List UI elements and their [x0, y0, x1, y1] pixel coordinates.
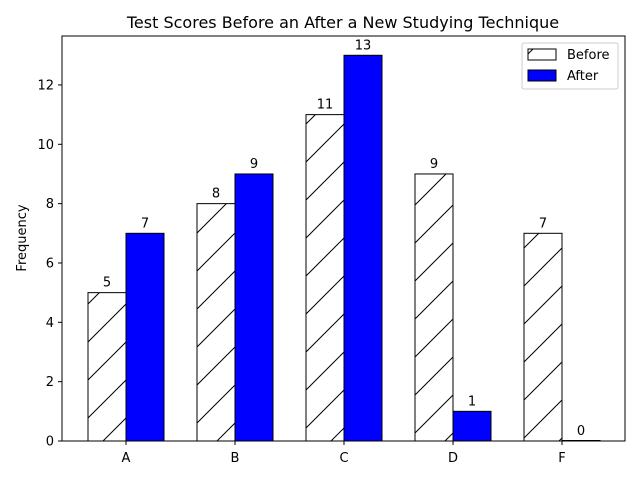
y-tick-label: 4: [46, 316, 54, 331]
data-label-before-b: 8: [212, 187, 220, 202]
bar-after-c: [343, 54, 383, 442]
data-label-before-a: 5: [103, 276, 111, 291]
legend-label-before: Before: [567, 48, 610, 63]
legend: Before After: [521, 42, 619, 90]
bar-after-a: [125, 232, 165, 442]
legend-swatch-after: [527, 69, 557, 82]
bar-after-b: [234, 173, 274, 442]
bar-before-c: [305, 114, 345, 442]
legend-swatch-before: [527, 48, 557, 61]
x-tick-label: B: [231, 451, 240, 466]
x-tick-label: D: [448, 451, 458, 466]
data-label-after-f: 0: [577, 424, 585, 439]
bar-before-a: [87, 292, 127, 442]
bar-labels: 5 7 8 9 11 13 9 1 7 0: [103, 38, 585, 439]
y-tick-label: 6: [46, 256, 54, 271]
y-tick-label: 10: [37, 138, 54, 153]
data-label-before-c: 11: [317, 98, 334, 113]
y-tick-label: 8: [46, 197, 54, 212]
data-label-after-d: 1: [468, 394, 476, 409]
legend-label-after: After: [567, 69, 599, 84]
data-label-after-c: 13: [355, 38, 372, 53]
y-axis-title: Frequency: [15, 204, 30, 271]
bar-after-d: [452, 410, 492, 442]
data-label-before-d: 9: [430, 157, 438, 172]
bars: [87, 54, 601, 442]
data-label-after-b: 9: [250, 157, 258, 172]
bar-before-d: [414, 173, 454, 442]
x-tick-label: A: [122, 451, 131, 466]
chart-title: Test Scores Before an After a New Studyi…: [126, 13, 559, 32]
bar-before-b: [196, 203, 236, 442]
bar-before-f: [523, 232, 563, 442]
plot-frame: [61, 35, 626, 442]
data-label-after-a: 7: [141, 216, 149, 231]
y-axis: 0 2 4 6 8 10 12: [37, 78, 62, 450]
y-tick-label: 2: [46, 375, 54, 390]
y-tick-label: 12: [37, 78, 54, 93]
y-tick-label: 0: [46, 435, 54, 450]
data-label-before-f: 7: [539, 216, 547, 231]
x-tick-label: C: [339, 451, 348, 466]
x-tick-label: F: [558, 451, 565, 466]
